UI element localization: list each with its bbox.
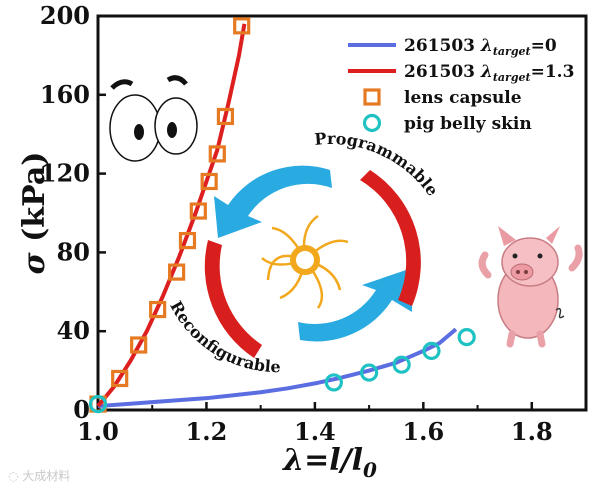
lens-capsule-point xyxy=(189,202,207,220)
pig-belly-skin-point xyxy=(360,363,379,382)
legend: 261503 λtarget=0 261503 λtarget=1.3 lens c… xyxy=(348,36,574,134)
y-tick-label: 80 xyxy=(57,237,90,266)
pig-belly-skin-point xyxy=(324,373,343,392)
x-tick-label: 1.6 xyxy=(402,417,444,446)
lens-capsule-point xyxy=(111,369,129,388)
red-arc-right xyxy=(360,170,421,306)
watermark: ◌ 大成材料 xyxy=(8,469,70,483)
y-tick-label: 120 xyxy=(40,159,90,188)
red-arc-left xyxy=(204,240,262,358)
pig-belly-skin-point xyxy=(392,355,411,374)
legend-swatch xyxy=(363,88,381,106)
legend-label: 261503 λtarget=0 xyxy=(404,36,557,58)
legend-label: lens capsule xyxy=(404,88,522,108)
legend-label: 261503 λtarget=1.3 xyxy=(404,62,574,84)
svg-text:σ (kPa): σ (kPa) xyxy=(17,152,52,275)
blue-arrow-bottom xyxy=(298,268,412,342)
y-tick-label: 40 xyxy=(57,316,90,345)
pig-belly-skin-point xyxy=(422,341,441,360)
lens-capsule-point xyxy=(216,107,235,126)
reconfigurable-illustration xyxy=(204,165,421,358)
plot-frame xyxy=(96,14,588,412)
eyes-icon xyxy=(109,75,198,162)
x-tick-label: 1.4 xyxy=(294,417,336,446)
series-markers xyxy=(88,17,476,414)
legend-label: pig belly skin xyxy=(404,114,532,134)
lens-capsule-point xyxy=(233,17,251,35)
legend-swatch xyxy=(362,113,382,133)
axis-tick-labels: 0 40 80 120 160 200 1.0 1.2 1.4 1.6 1.8 xyxy=(40,1,553,446)
y-tick-label: 200 xyxy=(40,1,90,30)
series-line-0 xyxy=(97,327,458,409)
flower-center-icon xyxy=(290,245,320,275)
lens-capsule-point xyxy=(168,263,186,281)
legend-entry-0: 261503 λtarget=0 xyxy=(348,36,557,58)
x-tick-label: 1.8 xyxy=(511,417,553,446)
legend-entry-1: 261503 λtarget=1.3 xyxy=(348,62,574,84)
y-tick-label: 160 xyxy=(40,80,90,109)
pig-icon xyxy=(478,226,583,348)
pig-belly-skin-point xyxy=(88,394,108,414)
legend-entry-2: lens capsule xyxy=(363,88,522,108)
lens-capsule-point xyxy=(149,300,167,319)
pig-belly-skin-point xyxy=(457,328,476,347)
lens-capsule-point xyxy=(130,336,148,354)
lens-capsule-point xyxy=(208,145,226,163)
y-axis-label: σ (kPa) xyxy=(17,152,52,275)
x-tick-label: 1.2 xyxy=(186,417,228,446)
lens-capsule-point xyxy=(178,231,197,250)
legend-entry-3: pig belly skin xyxy=(362,113,532,134)
lens-capsule-point xyxy=(200,172,218,191)
blue-arrow-top xyxy=(214,165,332,238)
y-tick-label: 0 xyxy=(73,395,90,424)
x-axis-label: λ=l/l0 xyxy=(281,443,377,482)
x-tick-label: 1.0 xyxy=(77,417,119,446)
axis-ticks xyxy=(96,14,534,412)
